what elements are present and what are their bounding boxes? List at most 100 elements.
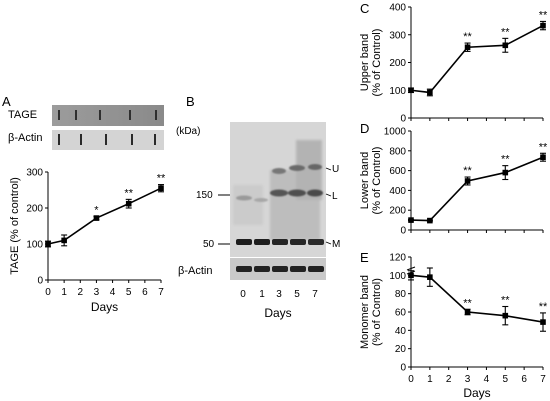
band-label-lower: L [332,191,338,202]
x-tick-label: 0 [45,287,51,298]
data-point [408,272,414,279]
significance-mark: ** [539,301,548,313]
y-tick-label: 100 [26,240,43,251]
y-axis-label: Lower band [359,152,371,210]
significance-mark: ** [539,141,548,153]
series-line [47,187,162,245]
x-tick-label: 7 [540,374,546,385]
lane-labels: 0 1 3 5 7 [240,289,318,300]
data-point [540,319,546,325]
x-tick-label: 5 [126,287,132,298]
x-tick-label: 7 [158,287,164,298]
data-point [408,217,414,223]
panel-d-letter: D [360,121,369,136]
y-axis-label: Upper band [359,34,371,92]
monomer-band-row [236,239,324,245]
significance-mark: ** [124,187,133,199]
y-tick-label: 100 [389,86,406,97]
y-tick-label: 20 [395,344,407,355]
y-tick-label: 200 [389,206,406,217]
data-point [464,178,471,184]
y-tick-label: 800 [389,146,406,157]
mw-marker-50: 50 [203,239,215,250]
data-point [427,274,433,280]
y-tick-label: 400 [389,3,406,14]
y-tick-label: 100 [389,271,406,282]
significance-mark: * [94,204,99,216]
y-tick-label: 0 [37,276,43,287]
y-axis-label: TAGE (% of control) [9,177,21,275]
band-label-monomer: M [332,239,340,250]
significance-mark: ** [463,165,472,177]
data-point [158,185,164,191]
lane-label: 0 [240,289,246,300]
significance-mark: ** [539,9,548,21]
x-tick-label: 5 [503,374,509,385]
tage-blot-strip [52,105,164,126]
data-point [464,309,471,315]
data-point [125,200,132,207]
actin-label-b: β-Actin [178,265,212,277]
x-tick-label: 4 [484,374,490,385]
y-tick-label: 200 [26,204,43,215]
y-tick-label: 60 [395,308,407,319]
panel-b-letter: B [186,94,195,109]
series-line [410,24,544,94]
upper-band-row [272,164,322,174]
series-line [410,156,544,222]
data-point [93,215,100,221]
chart-e-monomer-band: 0 20 40 60 80 100 120 0 1 2 3 4 5 6 7 Monomer band (% of… [359,253,548,401]
y-axis-label: (% of Control) [371,278,383,346]
chart-c-upper-band: 0 100 200 300 400 Upper band (% of Control) ** *… [359,3,548,125]
x-tick-label: 2 [446,374,452,385]
chart-d-lower-band: 0 200 400 600 800 1000 Lower band (% of Control… [359,127,548,237]
data-point [464,44,471,51]
significance-mark: ** [501,154,510,166]
data-point [45,241,51,247]
panel-b-xlabel: Days [264,306,291,320]
panel-b: B (kDa) 150 50 [176,94,340,320]
y-tick-label: 0 [400,226,406,237]
y-tick-label: 80 [395,289,407,300]
x-tick-label: 6 [142,287,148,298]
data-point [61,237,67,244]
actin-blot-label-a: β-Actin [8,132,42,144]
data-point [427,217,433,224]
data-point [408,87,414,94]
mw-marker-150: 150 [196,190,213,201]
x-tick-label: 4 [110,287,116,298]
y-axis-label: (% of Control) [371,147,383,215]
x-tick-label: 3 [94,287,100,298]
significance-mark: ** [501,26,510,38]
significance-mark: ** [463,31,472,43]
y-tick-label: 600 [389,166,406,177]
y-axis-label: Monomer band [359,275,371,349]
actin-blot-bands-b [236,266,324,272]
y-tick-label: 300 [26,168,43,179]
lane-label: 1 [259,289,265,300]
lane-label: 7 [312,289,318,300]
series-line [410,274,544,323]
band-label-upper: U [332,164,339,175]
actin-blot-bands-a [58,134,156,145]
data-point [540,22,546,29]
y-tick-label: 1000 [384,127,407,138]
x-axis-label: Days [91,300,118,314]
x-tick-label: 0 [408,374,414,385]
x-axis-label: Days [463,386,490,400]
kda-label: (kDa) [176,126,200,137]
lane-label: 5 [294,289,300,300]
data-point [502,312,509,319]
y-tick-label: 40 [395,326,407,337]
y-tick-label: 300 [389,30,406,41]
lane-label: 3 [276,289,282,300]
panel-a: A TAGE β-Actin [2,94,164,150]
significance-mark: ** [157,173,166,185]
panel-e-letter: E [360,250,369,265]
x-tick-label: 6 [521,374,527,385]
significance-mark: ** [463,297,472,309]
x-tick-label: 1 [427,374,433,385]
y-tick-label: 0 [400,363,406,374]
y-tick-label: 400 [389,186,406,197]
